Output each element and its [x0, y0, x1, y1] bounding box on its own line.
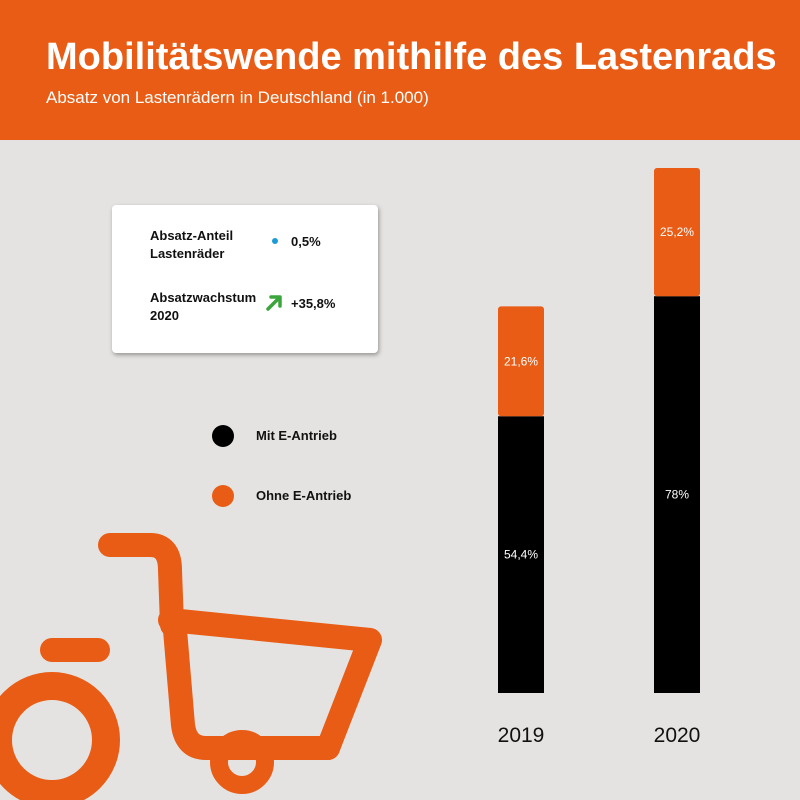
- bar-segment-2020-mit-e-antrieb: [654, 296, 700, 693]
- info-label-growth-line1: Absatzwachstum: [150, 290, 257, 305]
- legend-label: Mit E-Antrieb: [256, 428, 337, 443]
- x-tick-label-2019: 2019: [498, 724, 545, 747]
- bar-segment-2019-mit-e-antrieb: [498, 416, 544, 693]
- arrow-up-right-icon: [266, 295, 282, 311]
- page-subtitle: Absatz von Lastenrädern in Deutschland (…: [46, 88, 429, 107]
- legend-label: Ohne E-Antrieb: [256, 488, 352, 503]
- info-box: Absatz-Anteil Lastenräder 0,5% Absatzwac…: [112, 205, 378, 353]
- legend-swatch-orange: [212, 485, 234, 507]
- info-value-share: 0,5%: [291, 234, 321, 249]
- legend-swatch-black: [212, 425, 234, 447]
- info-label-share-line1: Absatz-Anteil: [150, 228, 234, 243]
- header-banner: Mobilitätswende mithilfe des Lastenrads …: [0, 0, 800, 140]
- info-value-growth: +35,8%: [291, 296, 336, 311]
- info-row-share: Absatz-Anteil Lastenräder: [150, 227, 233, 263]
- data-label-2019-ohne-e-antrieb: 21,6%: [504, 354, 538, 368]
- page-title: Mobilitätswende mithilfe des Lastenrads: [46, 36, 777, 78]
- bar-segment-2020-ohne-e-antrieb: [654, 168, 700, 297]
- dot-icon: [272, 238, 278, 244]
- bar-segment-2019-ohne-e-antrieb: [498, 306, 544, 417]
- data-label-2019-mit-e-antrieb: 54,4%: [504, 548, 538, 562]
- info-label-share-line2: Lastenräder: [150, 246, 225, 261]
- cargo-bike-icon: [0, 533, 382, 800]
- info-row-growth: Absatzwachstum 2020: [150, 289, 256, 325]
- info-label-growth-line2: 2020: [150, 308, 179, 323]
- x-tick-label-2020: 2020: [654, 724, 701, 747]
- data-label-2020-ohne-e-antrieb: 25,2%: [660, 225, 694, 239]
- data-label-2020-mit-e-antrieb: 78%: [665, 488, 689, 502]
